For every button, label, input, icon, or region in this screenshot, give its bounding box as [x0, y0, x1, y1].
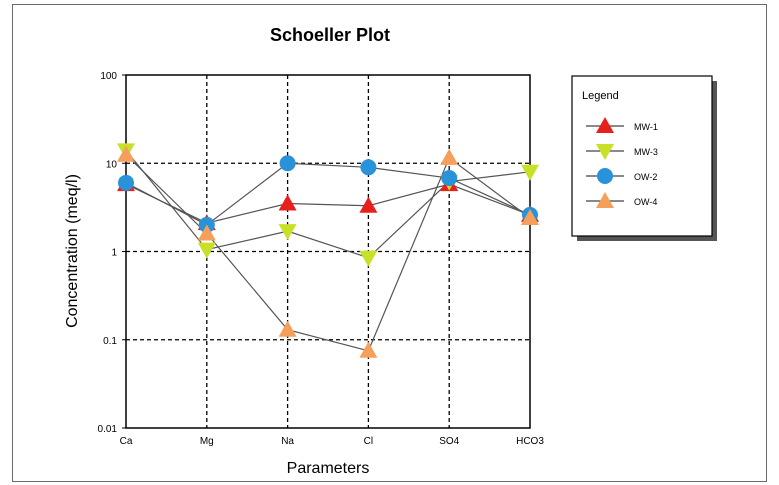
- x-tick-label: HCO3: [516, 436, 544, 447]
- x-tick-label: Mg: [200, 436, 214, 447]
- series-line: [125, 149, 531, 259]
- legend-marker: [596, 144, 614, 160]
- data-point: [278, 320, 297, 337]
- chart-title: Schoeller Plot: [270, 25, 390, 45]
- x-tick-label: Ca: [120, 436, 133, 447]
- data-point: [197, 224, 216, 241]
- data-point: [197, 242, 216, 259]
- y-tick-label: 1: [111, 248, 117, 259]
- plot-area: 0.01 0.1 1 10 100 Ca Mg Na Cl SO4 HCO3: [98, 71, 545, 447]
- data-point: [441, 170, 458, 187]
- data-point: [360, 159, 377, 176]
- legend-marker: [597, 168, 613, 184]
- legend-marker: [596, 117, 614, 133]
- x-tick-label: Cl: [364, 436, 373, 447]
- legend-marker: [596, 192, 614, 208]
- data-point: [521, 164, 539, 181]
- legend-label: OW-2: [634, 172, 657, 182]
- legend-label: OW-4: [634, 197, 657, 207]
- data-point: [440, 148, 459, 165]
- legend-box: [571, 75, 713, 237]
- data-point: [117, 145, 135, 162]
- series-line: [125, 154, 531, 352]
- data-point: [521, 208, 539, 225]
- y-tick-label: 100: [100, 71, 117, 82]
- series-line: [125, 162, 531, 226]
- x-axis-label: Parameters: [287, 460, 370, 477]
- y-tick-label: 0.1: [103, 336, 117, 347]
- series-line: [125, 183, 531, 224]
- legend: Legend MW-1 MW-3 OW-2 OW-4: [571, 75, 717, 241]
- data-point: [278, 224, 297, 241]
- y-tick-label: 0.01: [98, 424, 118, 435]
- legend-label: MW-3: [634, 147, 658, 157]
- legend-title: Legend: [582, 90, 619, 102]
- y-axis-label: Concentration (meq/l): [64, 174, 81, 328]
- x-tick-label: SO4: [439, 436, 459, 447]
- legend-label: MW-1: [634, 122, 658, 132]
- data-point: [359, 196, 378, 213]
- y-tick-label: 10: [106, 159, 118, 170]
- data-point: [359, 341, 378, 358]
- data-point: [118, 174, 134, 191]
- data-point: [359, 250, 378, 267]
- data-point: [278, 194, 297, 211]
- data-point: [279, 155, 296, 172]
- x-tick-label: Na: [281, 436, 294, 447]
